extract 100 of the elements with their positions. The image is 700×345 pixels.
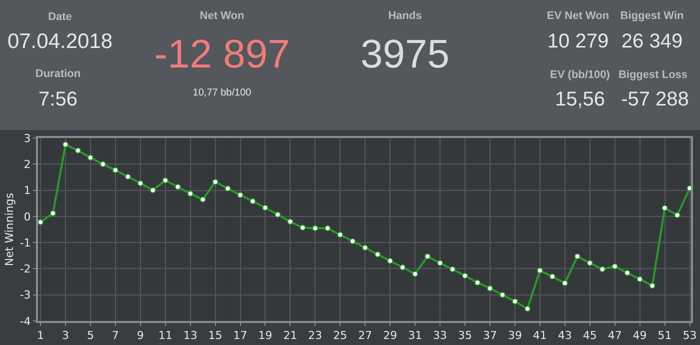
point xyxy=(524,306,530,312)
point xyxy=(474,280,480,286)
point xyxy=(512,298,518,304)
point xyxy=(450,266,456,272)
y-tick-label: 0 xyxy=(24,210,31,224)
text: 10,77 bb/100 xyxy=(192,88,252,98)
point xyxy=(250,198,256,204)
text: Biggest Win xyxy=(620,10,684,22)
point xyxy=(274,212,281,218)
point xyxy=(437,260,444,266)
point xyxy=(562,280,568,286)
text: -12 897 xyxy=(154,32,290,78)
point xyxy=(674,212,680,218)
point xyxy=(62,142,68,148)
point xyxy=(262,204,268,211)
point xyxy=(38,219,44,226)
x-tick-label: 29 xyxy=(383,329,398,342)
x-tick-label: 19 xyxy=(258,329,272,342)
x-tick-label: 51 xyxy=(658,329,672,342)
point xyxy=(100,161,106,168)
point xyxy=(187,190,194,197)
point xyxy=(499,292,506,298)
point xyxy=(174,184,181,190)
point xyxy=(374,251,381,258)
text: 15,56 xyxy=(554,88,606,112)
point xyxy=(462,272,468,279)
y-tick-label: -2 xyxy=(20,262,31,276)
y-tick-label: -1 xyxy=(20,236,31,250)
x-tick-label: 27 xyxy=(358,329,372,342)
point xyxy=(486,285,493,292)
x-tick-label: 7 xyxy=(112,329,119,342)
text: 3975 xyxy=(360,32,450,78)
x-tick-label: 43 xyxy=(558,329,572,342)
point xyxy=(387,258,394,264)
x-tick-label: 17 xyxy=(233,329,248,342)
point xyxy=(74,148,81,154)
x-tick-label: 47 xyxy=(608,329,622,342)
y-tick-label: -4 xyxy=(20,314,31,328)
x-tick-label: 41 xyxy=(532,329,547,342)
text: EV Net Won xyxy=(546,10,610,22)
point xyxy=(212,178,218,185)
x-tick-label: 53 xyxy=(682,329,697,342)
point xyxy=(324,225,331,232)
point xyxy=(224,185,231,192)
point xyxy=(662,205,668,212)
point xyxy=(599,266,606,272)
y-tick-label: 2 xyxy=(24,158,31,171)
y-tick-label: 1 xyxy=(24,184,31,198)
x-tick-label: 15 xyxy=(208,329,222,342)
point xyxy=(87,154,94,161)
point xyxy=(112,167,118,174)
x-tick-label: 31 xyxy=(408,329,422,342)
x-tick-label: 9 xyxy=(136,329,144,342)
text: 26 349 xyxy=(621,30,683,54)
point xyxy=(312,225,318,232)
x-tick-label: 49 xyxy=(632,329,647,342)
x-tick-label: 23 xyxy=(308,329,322,342)
point xyxy=(350,238,356,244)
point xyxy=(237,192,244,198)
x-tick-label: 11 xyxy=(158,329,172,342)
point xyxy=(636,276,643,282)
text: Duration xyxy=(35,68,81,80)
x-tick-label: 5 xyxy=(86,329,94,342)
point xyxy=(300,224,306,231)
point xyxy=(337,232,344,238)
x-tick-label: 1 xyxy=(37,329,44,342)
y-tick-label: 3 xyxy=(24,132,31,145)
point xyxy=(612,263,618,270)
y-tick-label: -3 xyxy=(20,288,31,302)
x-tick-label: 33 xyxy=(433,329,448,342)
text: Hands xyxy=(388,10,422,22)
x-tick-label: 35 xyxy=(458,329,472,342)
point xyxy=(649,282,656,289)
x-tick-label: 39 xyxy=(508,329,522,342)
point xyxy=(150,187,156,194)
point xyxy=(412,270,418,277)
text: -57 288 xyxy=(621,88,689,112)
text: EV (bb/100) xyxy=(550,69,610,81)
point xyxy=(200,196,206,202)
x-tick-label: 21 xyxy=(283,329,298,342)
x-tick-label: 25 xyxy=(333,329,348,342)
point xyxy=(536,268,543,274)
point xyxy=(624,270,630,276)
x-tick-label: 37 xyxy=(482,329,497,342)
text: Date xyxy=(48,11,72,23)
point xyxy=(424,253,431,260)
point xyxy=(124,174,131,180)
point xyxy=(162,177,168,184)
point xyxy=(137,180,144,186)
x-tick-label: 3 xyxy=(62,329,69,342)
point xyxy=(586,260,593,266)
text: 7:56 xyxy=(38,88,78,112)
point xyxy=(400,264,406,270)
text: Net Won xyxy=(200,10,244,22)
text: 07.04.2018 xyxy=(7,30,113,54)
x-tick-label: 45 xyxy=(582,329,597,342)
point xyxy=(362,244,368,251)
y-axis-title: Net Winnings xyxy=(2,192,16,266)
point xyxy=(574,253,580,260)
text: Biggest Loss xyxy=(618,69,688,81)
